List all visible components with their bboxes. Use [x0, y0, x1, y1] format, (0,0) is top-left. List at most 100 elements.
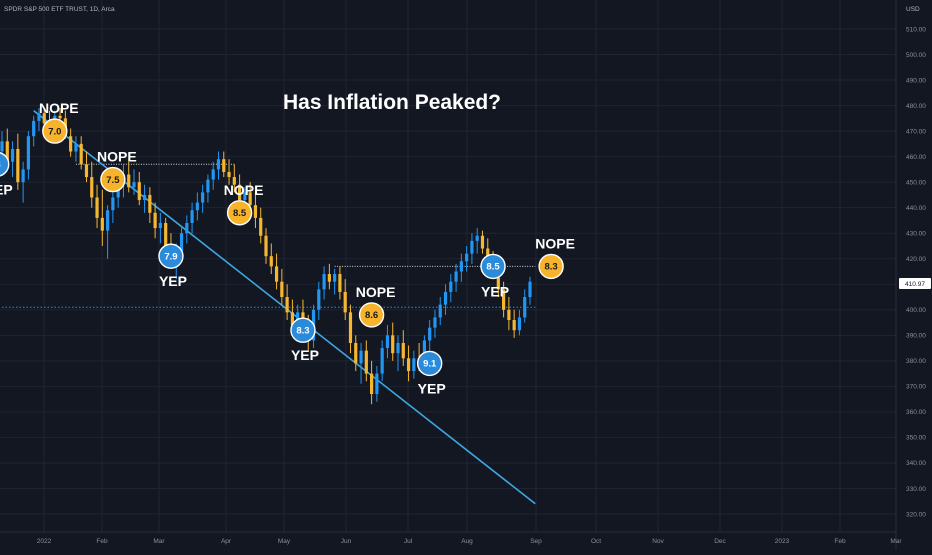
annotation-label: YEP: [291, 347, 319, 363]
candle-body: [26, 136, 30, 170]
candle-body: [406, 358, 411, 372]
candle: [158, 212, 162, 244]
chart-title: Has Inflation Peaked?: [283, 91, 501, 114]
candle: [259, 207, 263, 244]
candle: [338, 266, 342, 300]
price-tick-label: 370.00: [906, 384, 926, 391]
annotation-badge: [538, 253, 564, 280]
candle: [227, 159, 231, 185]
candle-body: [106, 210, 110, 231]
candle: [480, 230, 485, 254]
candle: [343, 279, 347, 320]
time-tick-label: Feb: [834, 538, 846, 545]
price-tick-label: 450.00: [906, 179, 926, 186]
candle: [502, 281, 506, 318]
candle-body: [507, 309, 511, 320]
annotation-yep: 7.9 YEP: [158, 243, 187, 289]
candle-body: [517, 317, 522, 331]
candle: [449, 274, 453, 303]
price-axis-panel[interactable]: [896, 0, 932, 550]
candle-body: [248, 192, 252, 206]
annotations-layer: 7.0 NOPE 7.5 NOPE 7.9 YEP 8.5 NOPE 8.3 YEP 8.6 NOPE…: [0, 100, 575, 396]
grid-layer: [0, 0, 897, 532]
candle: [385, 325, 390, 359]
candle: [142, 184, 147, 213]
annotation-number: 7.9: [164, 251, 177, 262]
candle: [322, 266, 326, 300]
candle: [333, 268, 337, 295]
candle: [253, 189, 258, 229]
candle-body: [391, 335, 395, 354]
annotation-badge: [416, 350, 443, 377]
candle-body: [216, 159, 221, 170]
annotation-label: YEP: [159, 273, 187, 289]
candle: [21, 161, 25, 203]
candle-body: [142, 194, 147, 201]
last-price-value: 410.97: [905, 281, 925, 288]
candle: [412, 350, 416, 379]
time-tick-label: 2022: [37, 538, 52, 545]
price-tick-label: 380.00: [906, 358, 926, 365]
time-tick-label: Apr: [221, 538, 232, 545]
candle: [37, 108, 41, 132]
candle-body: [232, 177, 236, 185]
candle-body: [480, 235, 485, 249]
candle-body: [37, 113, 41, 121]
annotation-badge: [100, 166, 126, 193]
candle-body: [438, 304, 442, 318]
price-tick-label: 320.00: [906, 511, 926, 518]
candle: [354, 335, 358, 372]
candle: [465, 245, 469, 272]
candle: [222, 151, 226, 178]
candle-body: [496, 274, 500, 290]
annotation-badge: [226, 200, 253, 226]
candle: [517, 309, 522, 336]
candle: [433, 309, 437, 338]
candle-body: [459, 261, 463, 272]
candle-body: [58, 115, 62, 119]
candle-body: [10, 148, 15, 162]
candle: [348, 304, 353, 354]
candle: [195, 192, 199, 221]
currency-label: USD: [906, 6, 920, 13]
candle-body: [201, 192, 205, 203]
candle-body: [512, 320, 516, 331]
candle: [375, 365, 379, 402]
candle: [396, 335, 400, 372]
annotation-label: NOPE: [356, 284, 396, 300]
candle: [406, 345, 411, 382]
candle-body: [264, 235, 268, 257]
candle-body: [158, 223, 162, 229]
candle-body: [274, 266, 279, 282]
candle: [148, 187, 152, 223]
candle-body: [333, 274, 337, 282]
candle: [401, 330, 405, 366]
annotation-number: .8: [0, 160, 1, 171]
candle-body: [375, 373, 379, 395]
reference-lines: [2, 163, 536, 308]
price-tick-label: 490.00: [906, 77, 926, 84]
annotation-number: 8.5: [486, 262, 500, 273]
candle-body: [5, 141, 9, 162]
last-price-tag: 410.97: [899, 278, 931, 289]
candle-body: [327, 274, 331, 282]
candle: [74, 136, 78, 162]
candle-body: [42, 113, 46, 124]
time-tick-label: May: [278, 538, 291, 545]
candle-body: [16, 148, 20, 183]
candle-body: [238, 184, 242, 201]
candle: [10, 141, 15, 178]
candle: [327, 263, 331, 290]
candle-body: [502, 289, 506, 310]
annotation-number: 9.1: [423, 359, 437, 370]
annotation-label: YEP: [0, 181, 13, 197]
candle-body: [206, 179, 210, 193]
candle: [523, 289, 527, 323]
price-tick-label: 420.00: [906, 256, 926, 263]
candle: [285, 284, 289, 320]
candles-layer: [0, 108, 532, 405]
candle: [69, 128, 73, 157]
candle-body: [164, 223, 168, 249]
